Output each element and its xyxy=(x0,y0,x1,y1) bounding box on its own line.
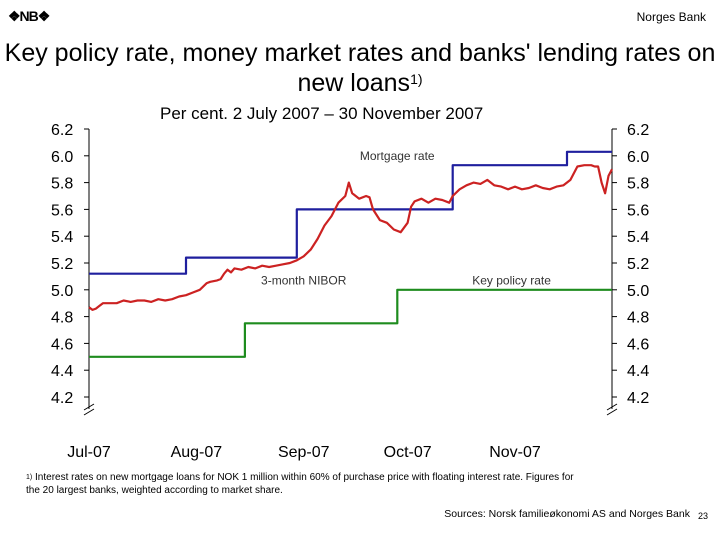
x-tick-label: Jul-07 xyxy=(67,444,111,461)
left-y-tick-label: 5.8 xyxy=(51,176,73,193)
labels-layer: Mortgage rate 3-month NIBOR Key policy rat… xyxy=(259,147,554,289)
right-y-tick-label: 6.0 xyxy=(627,149,649,166)
3-month-nibor-annotation-bg xyxy=(259,272,349,289)
mortgage-rate-line xyxy=(89,150,612,275)
left-y-tick-label: 6.0 xyxy=(51,149,73,166)
footnote-marker: 1) xyxy=(26,474,33,481)
left-y-tick-label: 5.6 xyxy=(51,202,73,219)
x-tick-label: Nov-07 xyxy=(489,444,541,461)
3-month-nibor-line xyxy=(88,164,613,311)
3-month-nibor-annotation: 3-month NIBOR xyxy=(261,273,347,287)
norges-bank-logo: ❖NB❖ xyxy=(8,8,50,24)
right-y-tick-label: 5.6 xyxy=(627,202,649,219)
right-y-tick-label: 4.6 xyxy=(627,336,649,353)
left-y-tick-label: 5.2 xyxy=(51,256,73,273)
key-policy-rate-annotation: Key policy rate xyxy=(472,273,551,287)
right-y-tick-label: 4.8 xyxy=(627,310,649,327)
key-policy-rate-line xyxy=(89,288,612,358)
series-layer xyxy=(88,150,613,358)
mortgage-rate-annotation: Mortgage rate xyxy=(360,149,435,163)
right-y-tick-label: 6.2 xyxy=(627,122,649,139)
x-tick-label: Aug-07 xyxy=(171,444,223,461)
footnote: 1) Interest rates on new mortgage loans … xyxy=(26,471,586,497)
org-name: Norges Bank xyxy=(636,10,706,24)
footnote-text: Interest rates on new mortgage loans for… xyxy=(26,472,574,496)
right-y-tick-label: 4.2 xyxy=(627,390,649,407)
right-axis-break-mark xyxy=(606,403,618,411)
page-number: 23 xyxy=(697,511,708,521)
left-y-tick-label: 4.6 xyxy=(51,336,73,353)
chart-subtitle: Per cent. 2 July 2007 – 30 November 2007 xyxy=(160,104,484,123)
left-y-tick-label: 6.2 xyxy=(51,122,73,139)
right-y-tick-label: 5.8 xyxy=(627,176,649,193)
title-main: Key policy rate, money market rates and … xyxy=(4,39,716,97)
x-tick-label: Oct-07 xyxy=(384,444,432,461)
key-policy-rate-annotation-bg xyxy=(470,272,554,289)
left-axis-break-mark xyxy=(83,408,95,416)
right-y-tick-label: 5.4 xyxy=(627,229,649,246)
left-y-tick-label: 5.0 xyxy=(51,283,73,300)
right-y-tick-label: 5.2 xyxy=(627,256,649,273)
right-y-tick-label: 4.4 xyxy=(627,363,649,380)
x-tick-label: Sep-07 xyxy=(278,444,330,461)
title-footnote-marker: 1) xyxy=(410,71,423,87)
left-y-tick-label: 4.4 xyxy=(51,363,73,380)
right-y-tick-label: 5.0 xyxy=(627,283,649,300)
left-y-tick-label: 4.8 xyxy=(51,310,73,327)
chart-axes: 6.2 6.2 6.0 6.0 5.8 5.8 5.6 5.6 5.4 5.4 5.2 5.2 5.0 5… xyxy=(51,122,649,461)
mortgage-rate-annotation-bg xyxy=(357,147,437,164)
left-axis-break-mark xyxy=(83,403,95,411)
left-y-tick-label: 4.2 xyxy=(51,390,73,407)
sources-note: Sources: Norsk familieøkonomi AS and Nor… xyxy=(444,508,690,520)
right-axis-break-mark xyxy=(606,408,618,416)
page-title: Key policy rate, money market rates and … xyxy=(0,38,720,98)
left-y-tick-label: 5.4 xyxy=(51,229,73,246)
